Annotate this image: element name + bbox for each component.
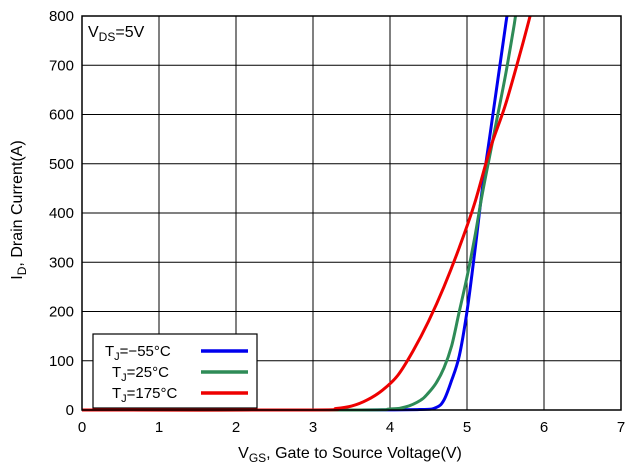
legend-label-tj-25: TJ=25°C	[112, 364, 169, 384]
legend-label-main: T	[112, 385, 121, 402]
annotation-main: V	[88, 24, 99, 41]
y-tick-label: 700	[49, 57, 74, 74]
x-tick-label: 4	[386, 419, 394, 436]
x-axis-label-rest: , Gate to Source Voltage(V)	[266, 445, 462, 462]
y-axis-label-sub: D	[15, 266, 29, 275]
y-tick-labels: 0 100 200 300 400 500 600 700 800	[49, 8, 74, 419]
plot-frame	[81, 15, 622, 411]
grid	[82, 16, 621, 410]
y-axis-label-rest: , Drain Current(A)	[9, 140, 26, 266]
x-axis-label-main: V	[238, 445, 249, 462]
y-tick-label: 600	[49, 107, 74, 124]
x-tick-label: 3	[309, 419, 317, 436]
legend-label-sub: J	[114, 351, 120, 363]
series-line-25C	[81, 15, 517, 412]
y-tick-label: 400	[49, 205, 74, 222]
legend-label-rest: =25°C	[127, 364, 169, 381]
y-axis-label-main: I	[9, 275, 26, 279]
x-axis-label: VGS, Gate to Source Voltage(V)	[238, 445, 462, 465]
legend-label-tj-175: TJ=175°C	[112, 385, 177, 405]
x-tick-label: 7	[617, 419, 625, 436]
y-tick-label: 300	[49, 254, 74, 271]
legend-label-main: T	[105, 343, 114, 360]
x-axis-label-sub: GS	[249, 451, 266, 465]
x-tick-labels: 0 1 2 3 4 5 6 7	[78, 419, 625, 436]
legend-label-sub: J	[121, 393, 127, 405]
y-tick-label: 0	[66, 402, 74, 419]
series-line-175C	[81, 15, 532, 412]
legend-label-rest: =175°C	[127, 385, 178, 402]
x-tick-label: 0	[78, 419, 86, 436]
annotation-rest: =5V	[115, 24, 144, 41]
y-tick-label: 800	[49, 8, 74, 25]
legend-label-main: T	[112, 364, 121, 381]
x-tick-label: 6	[540, 419, 548, 436]
legend-label-rest: =−55°C	[120, 343, 171, 360]
y-tick-label: 500	[49, 156, 74, 173]
annotation-sub: DS	[99, 30, 116, 44]
vds-annotation: VDS=5V	[88, 24, 145, 44]
legend-label-tj-neg55: TJ=−55°C	[105, 343, 171, 363]
y-axis-label: ID, Drain Current(A)	[9, 140, 29, 279]
x-tick-label: 1	[155, 419, 163, 436]
x-tick-label: 2	[232, 419, 240, 436]
legend: TJ=−55°C TJ=25°C TJ=175°C	[92, 333, 258, 409]
y-tick-label: 100	[49, 353, 74, 370]
y-tick-label: 200	[49, 304, 74, 321]
x-tick-label: 5	[463, 419, 471, 436]
legend-label-sub: J	[121, 372, 127, 384]
